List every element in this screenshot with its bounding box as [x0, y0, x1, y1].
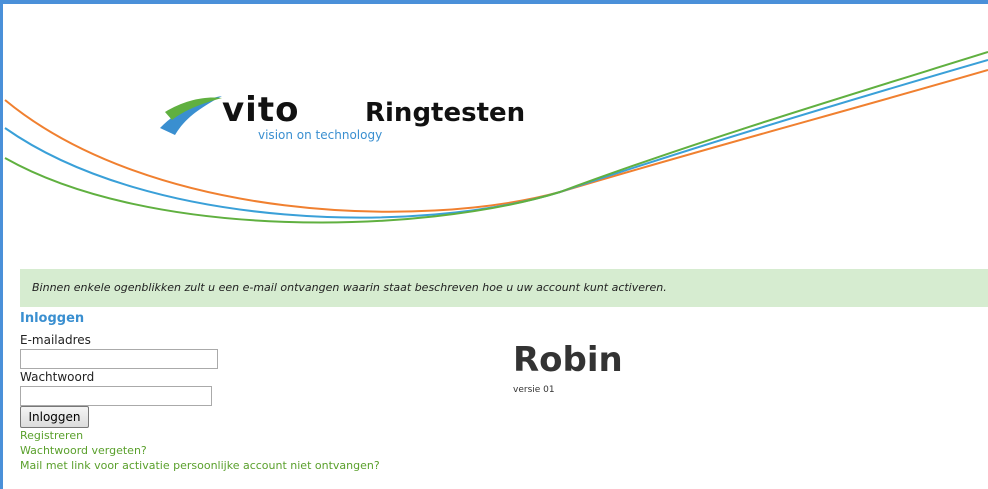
header-curves — [0, 0, 988, 260]
notice: Binnen enkele ogenblikken zult u een e-m… — [20, 269, 988, 307]
email-label: E-mailadres — [20, 333, 91, 347]
body: vito vision on technology Ringtesten Bin… — [0, 0, 988, 489]
password-input[interactable] — [20, 386, 212, 406]
register-link[interactable]: Registreren — [20, 429, 83, 442]
login-heading: Inloggen — [20, 311, 84, 326]
tagline: vision on technology — [258, 128, 382, 142]
logo: vito — [222, 90, 299, 130]
activation-link[interactable]: Mail met link voor activatie persoonlijk… — [20, 459, 380, 472]
app-version: versie 01 — [513, 385, 555, 395]
password-label: Wachtwoord — [20, 370, 94, 384]
forgot-link[interactable]: Wachtwoord vergeten? — [20, 444, 147, 457]
site-title: Ringtesten — [365, 98, 525, 128]
login-button[interactable]: Inloggen — [20, 406, 89, 428]
app-name: Robin — [513, 340, 623, 380]
email-input[interactable] — [20, 349, 218, 369]
page: {"header":{"logo":"vito","tagline":"visi… — [0, 0, 988, 489]
